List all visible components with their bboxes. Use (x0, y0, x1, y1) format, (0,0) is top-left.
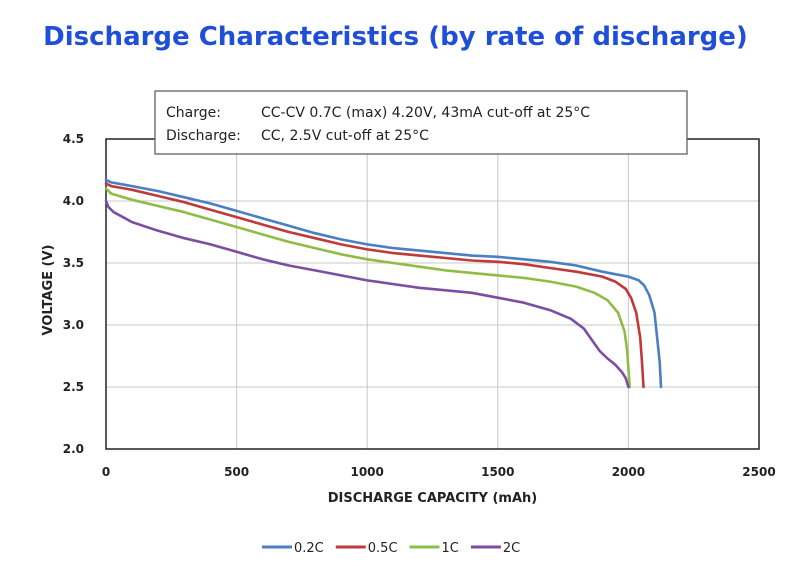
page-title: Discharge Characteristics (by rate of di… (43, 22, 748, 52)
series-line-02c (104, 178, 663, 389)
x-axis-label: DISCHARGE CAPACITY (mAh) (328, 491, 538, 506)
x-tick-label: 1000 (350, 465, 383, 479)
legend-entry: 0.5C (368, 541, 398, 556)
x-tick-label: 2000 (612, 465, 645, 479)
y-axis-label: VOLTAGE (V) (41, 245, 56, 336)
y-tick-label: 3.5 (63, 256, 84, 270)
y-tick-label: 4.0 (63, 194, 84, 208)
legend-entry: 0.2C (294, 541, 324, 556)
discharge-conditions: CC, 2.5V cut-off at 25°C (261, 128, 429, 144)
y-tick-label: 4.5 (63, 132, 84, 146)
charge-conditions: CC-CV 0.7C (max) 4.20V, 43mA cut-off at … (261, 105, 590, 121)
y-axis-ticks: 2.0 2.5 3.0 3.5 4.0 4.5 (63, 132, 84, 456)
x-tick-label: 1500 (481, 465, 514, 479)
x-axis-ticks: 0 500 1000 1500 2000 2500 (102, 465, 776, 479)
conditions-note-box (154, 90, 688, 155)
charge-label: Charge: (166, 105, 221, 121)
series-line-05c (104, 182, 645, 389)
series-layer (104, 178, 663, 389)
legend-entry: 1C (442, 541, 459, 556)
y-tick-label: 2.5 (63, 380, 84, 394)
gridlines (106, 139, 759, 449)
x-tick-label: 0 (102, 465, 110, 479)
plot-frame (105, 138, 760, 450)
discharge-label: Discharge: (166, 128, 241, 144)
y-tick-label: 2.0 (63, 442, 84, 456)
conditions-note: Charge: CC-CV 0.7C (max) 4.20V, 43mA cut… (154, 90, 688, 155)
series-line-2c (104, 199, 630, 389)
x-tick-label: 2500 (742, 465, 775, 479)
x-tick-label: 500 (224, 465, 249, 479)
legend-entry: 2C (503, 541, 520, 556)
y-tick-label: 3.0 (63, 318, 84, 332)
series-line-1c (104, 187, 631, 389)
legend: 0.2C 0.5C 1C 2C (262, 541, 520, 556)
